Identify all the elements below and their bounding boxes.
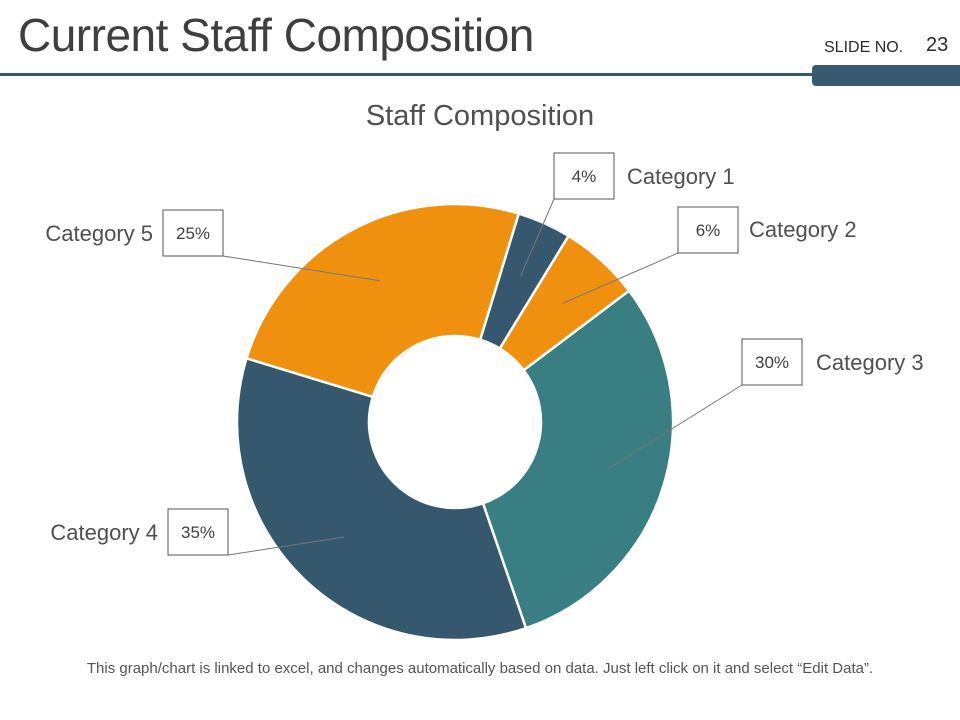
value-label-box-category-2 — [677, 206, 739, 254]
value-label-category-5: 25% — [176, 224, 210, 243]
slide-number: 23 — [926, 34, 949, 56]
slide-number-tab — [812, 65, 960, 86]
value-label-category-4: 35% — [181, 523, 215, 542]
value-label-box-category-5 — [162, 209, 224, 257]
value-label-category-3: 30% — [755, 353, 789, 372]
leader-line-category-2 — [562, 252, 679, 304]
header-divider — [0, 73, 815, 76]
slide-number-label: SLIDE NO. — [824, 39, 904, 56]
slice-category-3[interactable] — [481, 289, 675, 630]
category-label-category-3: Category 3 — [816, 350, 924, 375]
page-title: Current Staff Composition — [18, 9, 534, 61]
leader-line-category-1 — [520, 198, 555, 277]
leader-line-category-4 — [227, 536, 344, 556]
category-label-category-5: Category 5 — [45, 221, 153, 246]
slice-category-5[interactable] — [244, 202, 521, 399]
value-label-category-2: 6% — [696, 221, 721, 240]
value-label-box-category-4 — [167, 508, 229, 556]
category-label-category-4: Category 4 — [50, 520, 158, 545]
chart-title: Staff Composition — [365, 100, 595, 132]
value-label-box-category-1 — [553, 152, 615, 200]
leader-line-category-5 — [222, 255, 380, 282]
value-label-category-1: 4% — [572, 167, 597, 186]
footer-note: This graph/chart is linked to excel, and… — [86, 660, 874, 677]
category-label-category-2: Category 2 — [749, 217, 857, 242]
category-label-category-1: Category 1 — [627, 164, 735, 189]
value-label-box-category-3 — [741, 338, 803, 386]
slice-category-4[interactable] — [235, 356, 528, 642]
leader-line-category-3 — [607, 384, 743, 470]
